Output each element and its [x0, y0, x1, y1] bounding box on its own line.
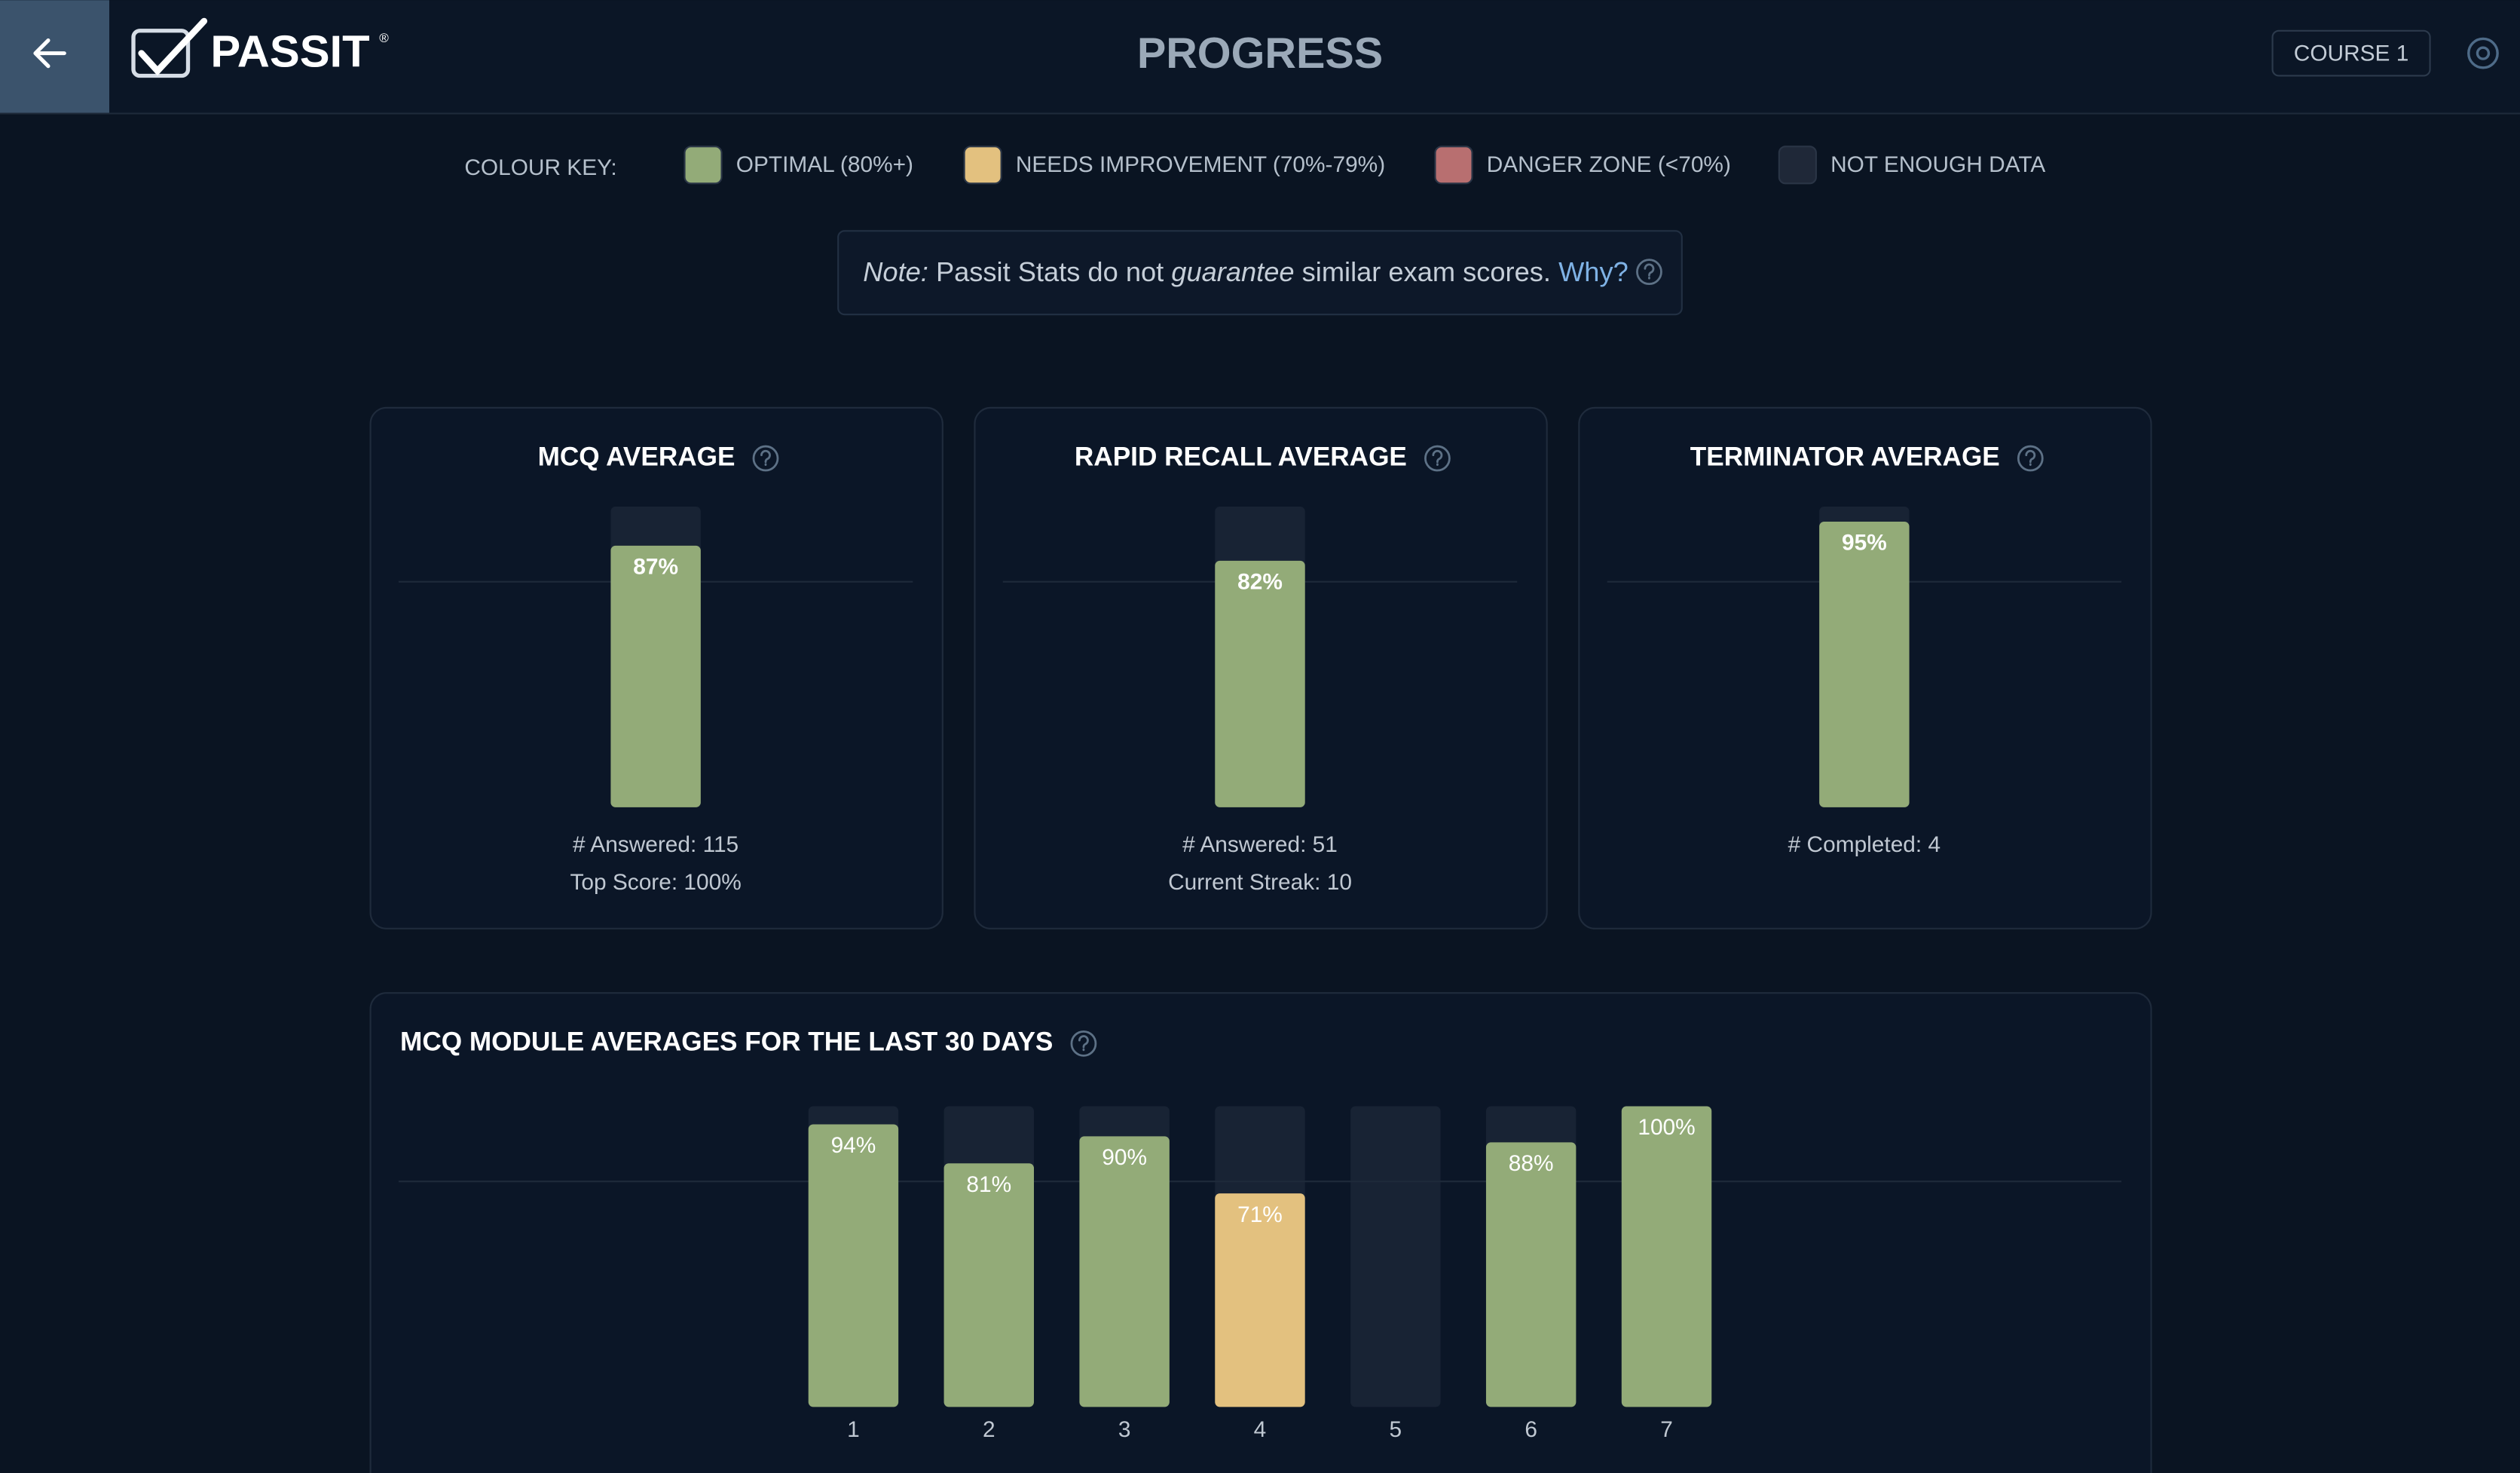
page-title: PROGRESS [1137, 29, 1383, 78]
logo-check [138, 17, 208, 76]
colour-key-label: COLOUR KEY: [464, 155, 616, 180]
card-stat: # Answered: 51 [1182, 832, 1338, 857]
help-icon-glyph[interactable] [2025, 449, 2036, 466]
key-swatch [1434, 145, 1473, 185]
key-swatch [684, 145, 723, 185]
help-icon[interactable] [2017, 445, 2044, 472]
bar [1215, 560, 1305, 807]
help-icon[interactable] [1424, 445, 1451, 472]
x-tick-label: 3 [1118, 1417, 1131, 1442]
key-label: NOT ENOUGH DATA [1830, 152, 2045, 177]
note-link[interactable]: Why? [1558, 256, 1629, 286]
card-title: MCQ MODULE AVERAGES FOR THE LAST 30 DAYS [400, 1027, 1053, 1057]
card-stat: # Answered: 115 [573, 832, 739, 857]
colour-key: OPTIMAL (80%+) NEEDS IMPROVEMENT (70%-79%… [684, 145, 2045, 185]
note-label: Note: [863, 256, 928, 286]
bar [943, 1163, 1034, 1407]
x-tick-label: 5 [1390, 1417, 1402, 1442]
x-tick-label: 6 [1525, 1417, 1537, 1442]
card-stat: Top Score: 100% [570, 870, 741, 895]
help-icon-glyph[interactable] [760, 449, 771, 466]
logo-box [131, 29, 191, 78]
course-button[interactable]: COURSE 1 [2271, 29, 2431, 77]
settings-button[interactable] [2467, 37, 2499, 69]
average-card: MCQ AVERAGE 87% # Answered: 115 Top Score: … [369, 406, 943, 929]
course-button-label[interactable]: COURSE 1 [2294, 41, 2409, 66]
bar [1819, 521, 1910, 807]
bar-value-label: 82% [1237, 570, 1283, 595]
help-icon[interactable] [752, 445, 779, 472]
help-icon-ring[interactable] [1424, 445, 1451, 472]
bar [1215, 1193, 1305, 1407]
help-icon-glyph[interactable] [1078, 1035, 1089, 1052]
logo-mark: ® [379, 31, 389, 45]
card-stat: Current Streak: 10 [1168, 870, 1352, 895]
key-label: OPTIMAL (80%+) [736, 152, 913, 177]
bar-value-label: 87% [633, 555, 678, 580]
average-card: TERMINATOR AVERAGE 95% # Completed: 4 [1578, 406, 2152, 929]
key-swatch [963, 145, 1002, 185]
card-stat: # Completed: 4 [1788, 832, 1940, 857]
x-tick-label: 1 [847, 1417, 860, 1442]
bar [1621, 1106, 1712, 1407]
bar [1079, 1136, 1170, 1407]
card-title: TERMINATOR AVERAGE [1690, 442, 2000, 471]
bar-value-label: 94% [831, 1133, 876, 1158]
card-title: RAPID RECALL AVERAGE [1075, 442, 1407, 471]
key-label: NEEDS IMPROVEMENT (70%-79%) [1016, 152, 1385, 177]
back-arrow[interactable] [33, 38, 66, 69]
bar [808, 1124, 899, 1407]
logo-text: PASSIT [210, 26, 369, 77]
back-button-bg[interactable] [0, 0, 110, 113]
bar-value-label: 71% [1237, 1202, 1283, 1227]
help-icon-glyph[interactable] [1644, 263, 1655, 280]
settings-gear[interactable] [2467, 37, 2499, 69]
bar-track [1350, 1106, 1441, 1407]
help-icon-ring[interactable] [2017, 445, 2044, 472]
x-tick-label: 2 [983, 1417, 995, 1442]
help-icon-ring[interactable] [752, 445, 779, 472]
x-tick-label: 4 [1254, 1417, 1267, 1442]
note-text: Note: Passit Stats do not guarantee simi… [863, 256, 1628, 286]
bar-value-label: 100% [1638, 1115, 1695, 1140]
note-text-2: similar exam scores. [1295, 256, 1558, 286]
module-chart-card: MCQ MODULE AVERAGES FOR THE LAST 30 DAYS… [369, 992, 2152, 1473]
header-bar [0, 0, 2520, 113]
logo: PASSIT ® [131, 17, 389, 78]
help-icon-ring[interactable] [1070, 1030, 1097, 1057]
bar-value-label: 81% [966, 1172, 1011, 1197]
help-icon[interactable] [1070, 1030, 1097, 1057]
bar-value-label: 95% [1842, 531, 1887, 556]
help-icon-glyph[interactable] [1432, 449, 1443, 466]
bar [610, 545, 701, 807]
average-card: RAPID RECALL AVERAGE 82% # Answered: 51 Cur… [974, 406, 1548, 929]
card-title: MCQ AVERAGE [538, 442, 736, 471]
key-label: DANGER ZONE (<70%) [1487, 152, 1731, 177]
help-icon-ring[interactable] [1636, 259, 1662, 286]
course-button-border[interactable] [2271, 29, 2431, 77]
note-emphasis: guarantee [1171, 256, 1294, 286]
key-swatch [1778, 145, 1817, 185]
bar-value-label: 88% [1509, 1151, 1554, 1176]
help-icon[interactable] [1636, 259, 1662, 286]
bar-value-label: 90% [1102, 1145, 1147, 1170]
x-tick-label: 7 [1660, 1417, 1673, 1442]
note-text-1: Passit Stats do not [928, 256, 1171, 286]
stat-cards: MCQ AVERAGE 87% # Answered: 115 Top Score: … [369, 406, 2152, 1473]
settings-gear-hub[interactable] [2476, 46, 2491, 60]
back-button[interactable] [0, 0, 110, 113]
note-box [837, 230, 1683, 316]
bar [1485, 1142, 1577, 1407]
